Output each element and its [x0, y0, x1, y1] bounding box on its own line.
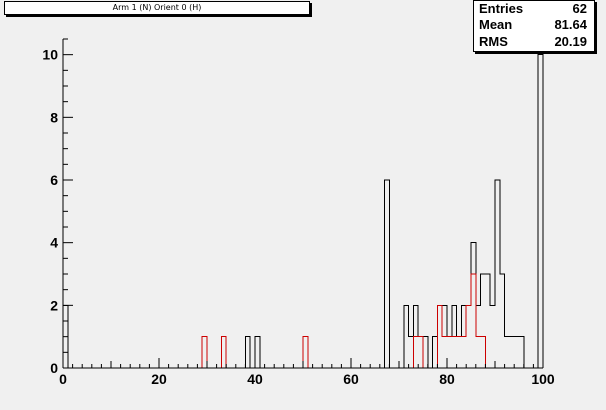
histogram-bar: [519, 337, 524, 368]
histogram-bar: [385, 180, 390, 368]
x-tick-label: 80: [439, 371, 455, 387]
stat-label-entries: Entries: [479, 1, 524, 16]
histogram-bar: [221, 337, 226, 368]
x-tick-label: 40: [247, 371, 263, 387]
histogram-bar: [437, 305, 442, 368]
histogram-bar: [452, 337, 457, 368]
histogram-bar: [461, 337, 466, 368]
histogram-bar: [303, 337, 308, 368]
y-tick-label: 8: [50, 109, 58, 125]
histogram-bar: [500, 274, 505, 368]
stat-value-rms: 20.19: [554, 34, 587, 49]
x-tick-label: 0: [59, 371, 67, 387]
histogram-bar: [490, 305, 495, 368]
histogram-bar: [476, 337, 481, 368]
histogram-bar: [413, 337, 418, 368]
histogram-title: Arm 1 (N) Orient 0 (H): [112, 3, 202, 12]
axes-layer: 0 20 40 60 80 100 0 2 4 6 8 10: [42, 38, 555, 387]
histogram-bar: [457, 337, 462, 368]
series-outline-1: [63, 273, 543, 369]
histogram-bar: [442, 337, 447, 368]
stat-value-mean: 81.64: [554, 17, 587, 32]
histogram-bar: [437, 305, 442, 368]
histogram-bar: [202, 337, 207, 368]
histogram-bar: [433, 337, 438, 368]
stat-row-entries: Entries 62: [479, 1, 587, 17]
histogram-bar: [447, 337, 452, 368]
histogram-bar: [303, 337, 308, 368]
histogram-bar: [245, 337, 250, 368]
histogram-bar: [485, 274, 490, 368]
histogram-bar: [466, 305, 471, 368]
x-tick-label: 100: [531, 371, 555, 387]
histogram-bar: [509, 337, 514, 368]
x-tick-label: 20: [151, 371, 167, 387]
histogram-bar: [221, 337, 226, 368]
y-tick-label: 2: [50, 297, 58, 313]
stat-value-entries: 62: [572, 1, 587, 16]
histogram-bar: [481, 274, 486, 368]
histogram-bars-layer: [62, 54, 544, 369]
histogram-bar: [447, 337, 452, 368]
histogram-title-box: Arm 1 (N) Orient 0 (H): [4, 1, 310, 15]
statistics-box: Entries 62 Mean 81.64 RMS 20.19: [473, 0, 595, 52]
histogram-bar: [409, 337, 414, 368]
y-tick-label: 4: [50, 235, 58, 251]
histogram-bar: [466, 305, 471, 368]
histogram-bar: [538, 55, 543, 368]
histogram-bar: [471, 243, 476, 368]
histogram-bar: [457, 337, 462, 368]
histogram-bar: [202, 337, 207, 368]
y-tick-label: 10: [42, 47, 58, 63]
stat-row-rms: RMS 20.19: [479, 34, 587, 50]
stat-label-mean: Mean: [479, 17, 513, 32]
x-tick-label: 60: [343, 371, 359, 387]
histogram-bar: [471, 274, 476, 368]
histogram-bar: [481, 337, 486, 368]
histogram-bar: [505, 337, 510, 368]
histogram-bar: [255, 337, 260, 368]
histogram-bar: [418, 337, 423, 368]
stat-row-mean: Mean 81.64: [479, 17, 587, 33]
histogram-bar: [418, 337, 423, 368]
y-tick-label: 0: [50, 360, 58, 376]
histogram-bar: [495, 180, 500, 368]
histogram-bar: [423, 337, 428, 368]
histogram-bar: [404, 305, 409, 368]
series-outline-0: [62, 54, 544, 369]
stat-label-rms: RMS: [479, 34, 508, 49]
histogram-bar: [514, 337, 519, 368]
y-tick-label: 6: [50, 172, 58, 188]
